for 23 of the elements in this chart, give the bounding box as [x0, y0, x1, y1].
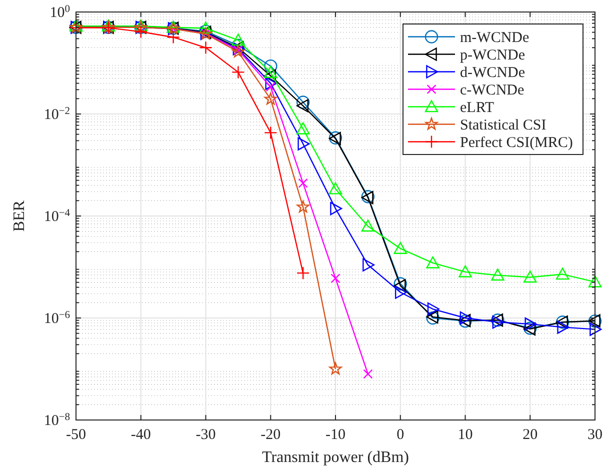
legend-label: m-WCNDe [460, 30, 530, 46]
x-tick-label: -20 [260, 427, 281, 443]
legend-label: p-WCNDe [460, 47, 526, 64]
y-tick-label: 10$^{−8}$ [44, 412, 70, 429]
x-tick-label: -30 [196, 427, 216, 443]
x-axis-title: Transmit power (dBm) [262, 449, 409, 466]
legend-label: Perfect CSI(MRC) [460, 134, 573, 151]
y-tick-label: 10$^{−4}$ [44, 208, 71, 225]
x-tick-label: -50 [66, 427, 86, 443]
x-tick-label: 10 [458, 427, 473, 443]
x-tick-label: 20 [522, 427, 538, 443]
y-tick-label: 10$^{−6}$ [44, 310, 70, 327]
y-tick-label: 10$^{−2}$ [44, 106, 70, 123]
legend-label: Statistical CSI [460, 117, 546, 134]
y-tick-label: 10$^{0}$ [50, 4, 70, 21]
y-axis-title: BER [11, 200, 28, 232]
x-tick-label: -40 [130, 427, 151, 443]
x-tick-label: 0 [396, 427, 404, 443]
legend-label: c-WCNDe [460, 82, 524, 98]
x-tick-label: -10 [326, 427, 346, 443]
legend-label: eLRT [460, 100, 494, 116]
x-tick-label: 30 [588, 427, 602, 443]
legend-label: d-WCNDe [460, 64, 526, 81]
